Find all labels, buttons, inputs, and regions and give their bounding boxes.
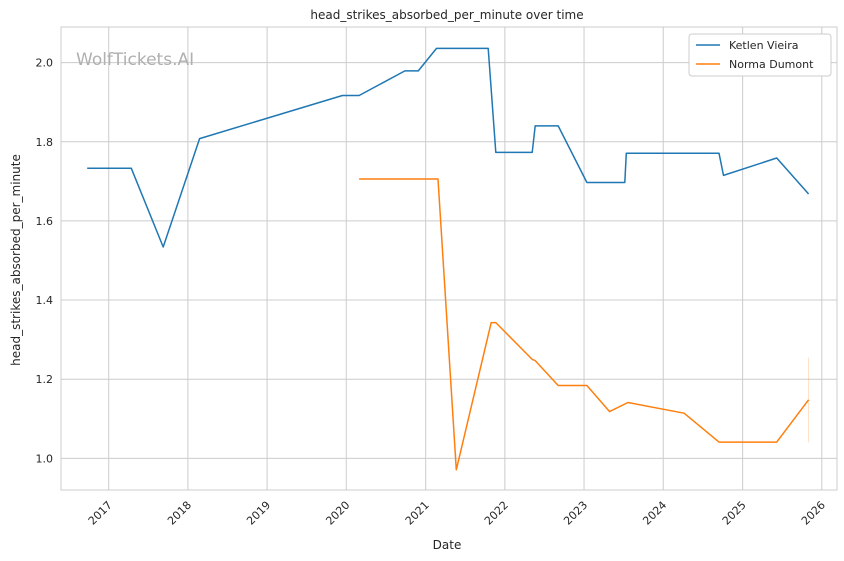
y-tick-label: 1.2 [36, 373, 54, 386]
y-gridlines [61, 62, 837, 459]
y-axis-label: head_strikes_absorbed_per_minute [9, 154, 23, 366]
y-tick-label: 1.0 [36, 452, 54, 465]
x-gridlines [108, 27, 823, 490]
legend-label-norma-dumont: Norma Dumont [729, 58, 814, 71]
series-layer [87, 47, 810, 471]
legend-label-ketlen-vieira: Ketlen Vieira [729, 39, 798, 52]
y-tick-label: 1.6 [36, 215, 54, 228]
y-tick-labels: 1.0 1.2 1.4 1.6 1.8 2.0 [36, 57, 54, 466]
series-line-norma-dumont [359, 178, 810, 471]
legend: Ketlen Vieira Norma Dumont [688, 33, 832, 77]
watermark: WolfTickets.AI [76, 50, 194, 70]
y-tick-label: 1.8 [36, 136, 54, 149]
plot-area [61, 27, 837, 490]
series-line-ketlen-vieira [87, 47, 810, 248]
x-axis-label: Date [433, 538, 462, 552]
chart-title: head_strikes_absorbed_per_minute over ti… [310, 8, 583, 22]
y-tick-label: 1.4 [36, 294, 54, 307]
plot-frame [60, 26, 838, 491]
legend-box [688, 33, 832, 77]
y-tick-label: 2.0 [36, 57, 54, 70]
